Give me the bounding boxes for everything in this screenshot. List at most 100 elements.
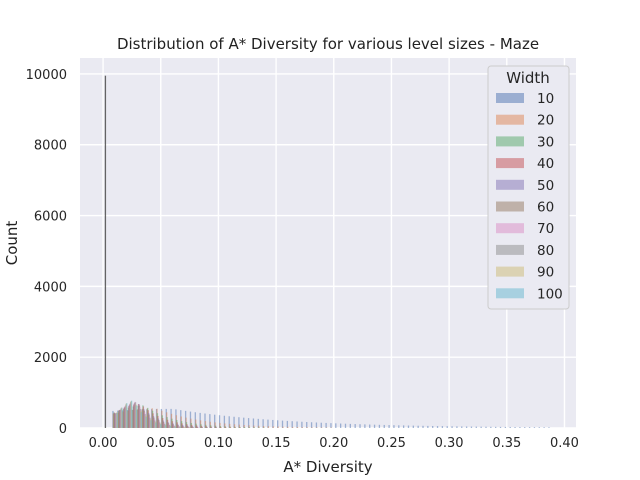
legend-swatch xyxy=(496,179,524,190)
bar xyxy=(427,425,429,428)
bar xyxy=(248,427,251,428)
bar xyxy=(135,405,138,428)
legend-swatch xyxy=(496,158,524,169)
legend-swatch xyxy=(496,266,524,277)
bar xyxy=(432,425,434,428)
legend-swatch xyxy=(496,223,524,234)
bar xyxy=(316,427,318,428)
bar xyxy=(145,416,147,428)
bar xyxy=(533,427,536,428)
x-tick-label: 0.30 xyxy=(435,436,464,451)
bar xyxy=(321,427,323,428)
bar xyxy=(244,427,246,428)
histogram-bars xyxy=(104,75,550,429)
bar xyxy=(354,424,356,428)
y-tick-label: 10000 xyxy=(26,68,67,83)
bar xyxy=(150,420,152,428)
bar xyxy=(238,417,240,428)
bar xyxy=(201,427,204,428)
x-tick-labels: 0.00 0.05 0.10 0.15 0.20 0.25 0.30 0.35 0.40 xyxy=(89,436,579,451)
bar xyxy=(359,424,361,428)
legend-entry: 90 xyxy=(537,265,554,281)
bar xyxy=(441,426,444,428)
bar xyxy=(446,426,448,428)
bar xyxy=(215,427,218,428)
bar xyxy=(470,426,473,428)
y-tick-label: 6000 xyxy=(34,210,67,225)
y-axis-label: Count xyxy=(3,221,21,266)
bar xyxy=(465,426,468,428)
bar xyxy=(456,426,458,428)
bar xyxy=(272,419,274,428)
bar xyxy=(233,416,235,428)
bar xyxy=(248,425,250,428)
legend-title: Width xyxy=(506,69,550,87)
bar xyxy=(548,427,550,428)
x-tick-label: 0.15 xyxy=(262,436,291,451)
legend: Width 10 20 30 40 50 60 70 80 90 100 xyxy=(487,65,570,310)
bar xyxy=(183,427,186,428)
bar xyxy=(480,426,482,428)
bar xyxy=(543,427,545,428)
bar xyxy=(538,427,540,428)
legend-entry: 100 xyxy=(537,286,563,302)
bar xyxy=(485,426,487,428)
bar xyxy=(247,418,250,428)
x-tick-label: 0.40 xyxy=(550,436,579,451)
bar xyxy=(199,420,202,428)
bar xyxy=(287,426,289,428)
y-tick-label: 4000 xyxy=(34,280,67,295)
bar xyxy=(229,426,231,428)
bar xyxy=(223,415,226,428)
bar xyxy=(258,427,260,428)
bar xyxy=(263,427,265,428)
bar xyxy=(243,424,245,428)
bar xyxy=(281,420,284,428)
bar xyxy=(253,425,255,428)
bar xyxy=(325,422,327,428)
bar xyxy=(267,419,269,428)
bar xyxy=(238,424,241,428)
y-tick-label: 8000 xyxy=(34,139,67,154)
bar xyxy=(214,422,216,428)
bar xyxy=(325,427,328,428)
bar xyxy=(234,426,236,428)
bar xyxy=(169,426,172,428)
bar xyxy=(339,423,342,428)
x-tick-label: 0.00 xyxy=(89,436,118,451)
bar xyxy=(209,414,211,428)
bar xyxy=(243,417,245,428)
bar xyxy=(524,427,526,428)
bar xyxy=(509,426,511,428)
bar xyxy=(258,425,260,428)
bar xyxy=(140,412,142,428)
bar xyxy=(514,427,516,428)
bar xyxy=(436,426,439,428)
bar xyxy=(277,420,279,428)
bar xyxy=(121,407,123,428)
bar xyxy=(369,424,371,428)
bar xyxy=(417,425,419,428)
bar xyxy=(188,427,190,428)
chart-title: Distribution of A* Diversity for various… xyxy=(117,35,539,53)
bar xyxy=(267,426,270,428)
bar xyxy=(373,424,376,428)
bar xyxy=(330,423,332,428)
x-tick-label: 0.25 xyxy=(377,436,406,451)
bar xyxy=(296,421,298,428)
bar xyxy=(349,423,351,428)
bar xyxy=(310,422,313,428)
bar xyxy=(490,426,492,428)
bar xyxy=(499,426,502,428)
bar xyxy=(335,423,337,428)
bar xyxy=(262,419,264,428)
bar xyxy=(220,427,222,428)
bar xyxy=(126,403,128,428)
bar xyxy=(412,425,414,428)
bar xyxy=(215,426,217,428)
bar xyxy=(234,427,237,428)
bar xyxy=(306,427,308,428)
y-tick-label: 2000 xyxy=(34,351,67,366)
bar xyxy=(206,427,208,428)
